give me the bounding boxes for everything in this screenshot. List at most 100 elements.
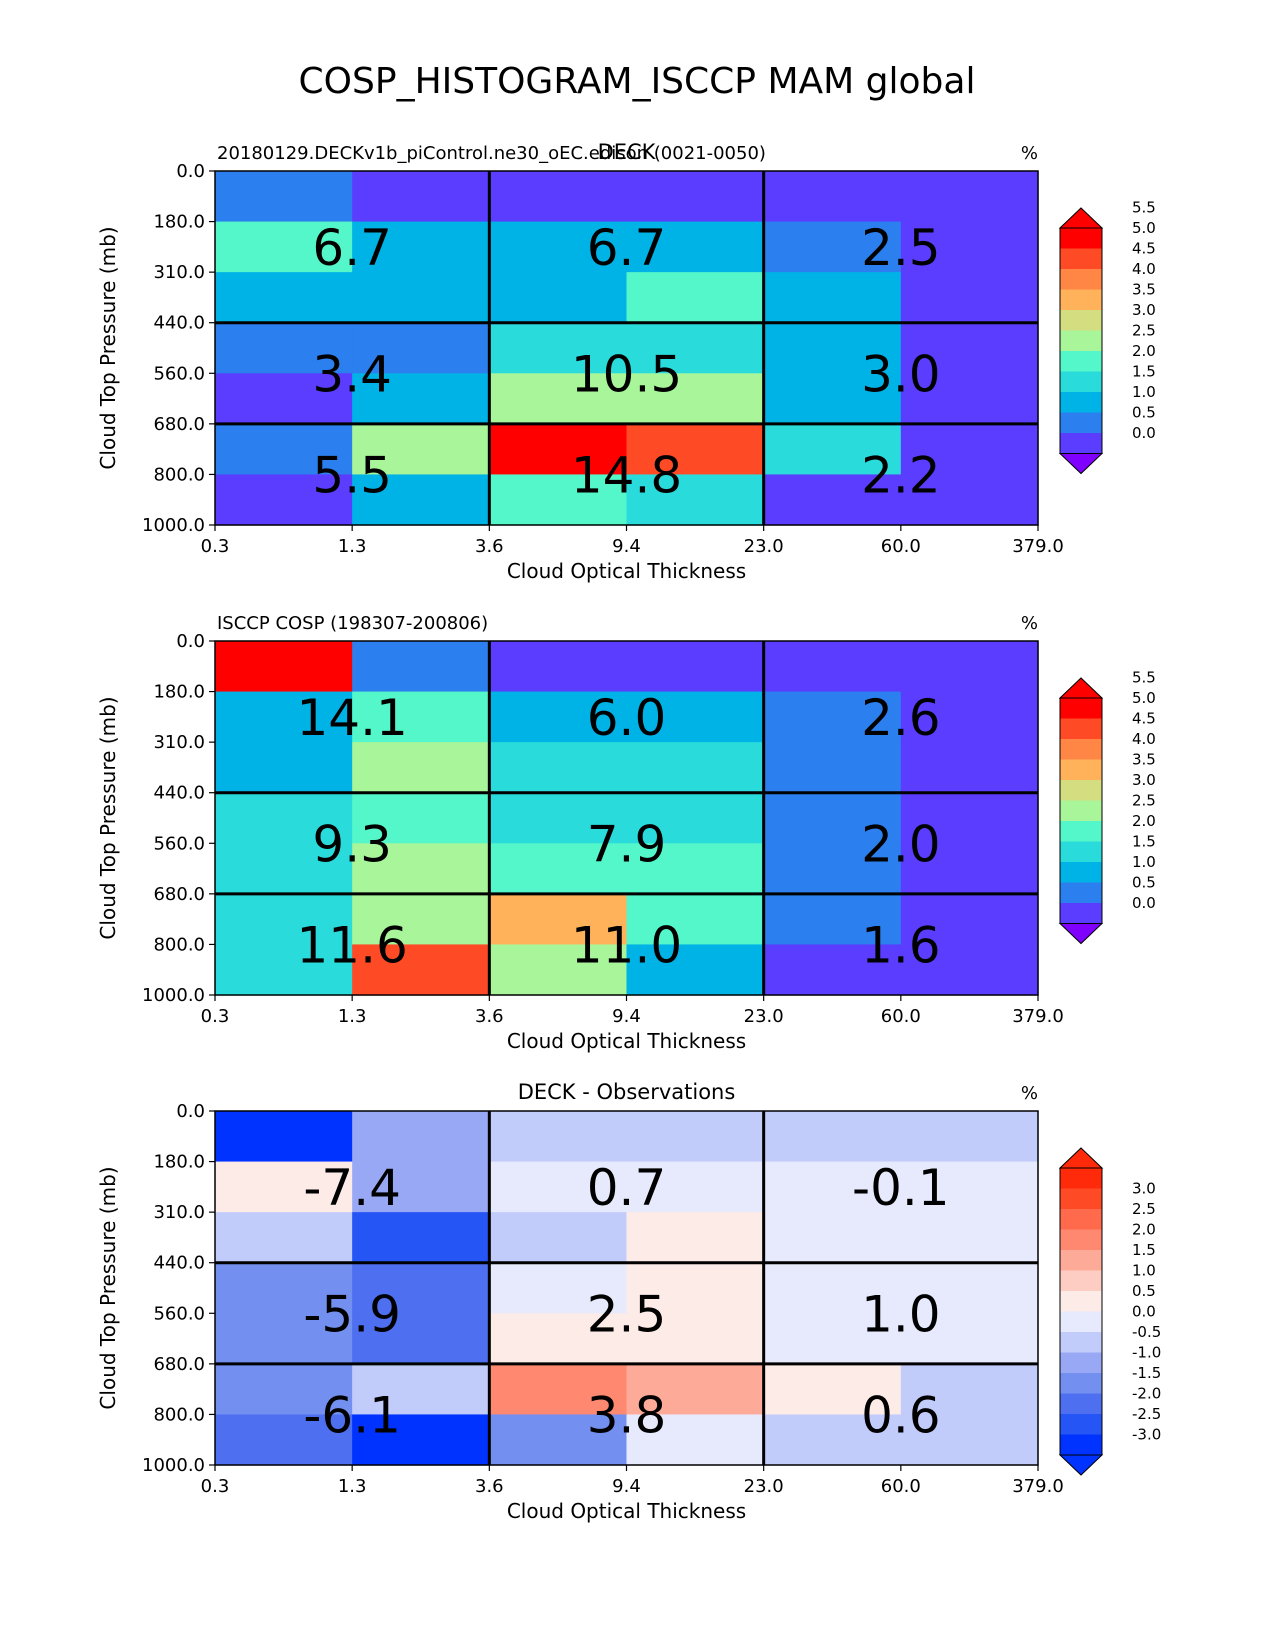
heatmap-cell <box>626 322 765 374</box>
box-total-label: 3.4 <box>312 345 392 403</box>
colorbar-tick-label: -0.5 <box>1132 1323 1161 1341</box>
colorbar-segment <box>1060 1188 1102 1210</box>
heatmap-cell <box>352 171 490 223</box>
heatmap-cell <box>489 1313 628 1365</box>
colorbar-tick-label: 2.0 <box>1132 342 1156 360</box>
colorbar-tick-label: 4.5 <box>1132 240 1156 258</box>
heatmap-cell <box>763 843 902 895</box>
box-total-label: -6.1 <box>303 1386 401 1444</box>
heatmap-cell <box>900 1414 1039 1466</box>
heatmap-cell <box>489 221 628 273</box>
heatmap-cell <box>626 893 765 946</box>
y-tick-label: 0.0 <box>176 161 205 182</box>
colorbar-segment <box>1060 412 1102 434</box>
colorbar-under-arrow <box>1058 453 1104 475</box>
colorbar-segment <box>1060 1250 1102 1271</box>
heatmap-cell <box>215 691 353 743</box>
heatmap-cell <box>215 944 353 996</box>
heatmap-cell <box>215 171 353 223</box>
y-tick-label: 0.0 <box>176 1101 205 1122</box>
heatmap-cell <box>352 792 490 844</box>
y-tick-label: 310.0 <box>153 262 205 283</box>
panel-subtitle: 20180129.DECKv1b_piControl.ne30_oEC.edis… <box>217 143 766 164</box>
x-tick-label: 9.4 <box>612 1476 641 1497</box>
box-total-label: 5.5 <box>312 446 392 504</box>
heatmap-cell <box>900 1212 1039 1264</box>
heatmap-cell <box>626 742 765 794</box>
colorbar-segment <box>1060 800 1102 822</box>
colorbar-segment <box>1060 269 1102 290</box>
x-tick-label: 23.0 <box>744 1006 784 1027</box>
heatmap-cell <box>352 474 490 526</box>
box-total-label: 14.8 <box>571 446 682 504</box>
x-tick-label: 3.6 <box>475 536 504 557</box>
colorbar-segment <box>1060 821 1102 842</box>
colorbar-under-arrow <box>1058 1454 1104 1476</box>
heatmap-cell <box>626 792 765 844</box>
heatmap-cell <box>352 1313 490 1365</box>
heatmap-cell <box>215 742 353 794</box>
colorbar-tick-label: 4.5 <box>1132 710 1156 728</box>
heatmap-cell <box>763 171 902 223</box>
colorbar-tick-label: 3.0 <box>1132 301 1156 319</box>
heatmap-cell <box>626 1161 765 1213</box>
x-tick-label: 1.3 <box>338 536 367 557</box>
colorbar-segment <box>1060 1168 1102 1189</box>
colorbar-segment <box>1060 228 1102 249</box>
y-tick-label: 180.0 <box>153 682 205 703</box>
heatmap-cell <box>489 893 628 946</box>
heatmap-cell <box>352 1161 490 1213</box>
heatmap-cell <box>489 641 628 693</box>
colorbar-tick-label: 5.0 <box>1132 219 1156 237</box>
heatmap-cell <box>626 944 765 996</box>
heatmap-cell <box>489 1414 628 1466</box>
y-tick-label: 800.0 <box>153 1404 205 1425</box>
y-tick-label: 440.0 <box>153 1253 205 1274</box>
heatmap-cell <box>900 373 1039 425</box>
colorbar-tick-label: 2.5 <box>1132 792 1156 810</box>
colorbar-tick-label: 5.5 <box>1132 199 1156 217</box>
y-tick-label: 560.0 <box>153 833 205 854</box>
heatmap-cell <box>900 272 1039 324</box>
box-total-label: 1.0 <box>861 1285 941 1343</box>
colorbar-segment <box>1060 1352 1102 1374</box>
heatmap-cell <box>763 944 902 996</box>
heatmap-cell <box>763 691 902 743</box>
y-axis-label: Cloud Top Pressure (mb) <box>96 696 120 939</box>
colorbar-segment <box>1060 903 1102 924</box>
colorbar-tick-label: 0.5 <box>1132 1282 1156 1300</box>
box-total-label: -7.4 <box>303 1159 401 1217</box>
box-total-label: 3.8 <box>587 1386 667 1444</box>
box-total-label: 10.5 <box>571 345 682 403</box>
colorbar-segment <box>1060 739 1102 760</box>
box-total-label: 9.3 <box>312 815 392 873</box>
y-tick-label: 1000.0 <box>142 515 205 536</box>
heatmap-cell <box>489 1262 628 1314</box>
colorbar-segment <box>1060 698 1102 719</box>
heatmap-cell <box>763 641 902 693</box>
x-tick-label: 1.3 <box>338 1006 367 1027</box>
heatmap-cell <box>763 1313 902 1365</box>
x-tick-label: 9.4 <box>612 536 641 557</box>
box-total-label: 6.7 <box>312 219 392 277</box>
heatmap-cell <box>489 423 628 476</box>
colorbar-segment <box>1060 371 1102 393</box>
colorbar-frame <box>1059 227 1103 454</box>
y-tick-label: 180.0 <box>153 212 205 233</box>
colorbar-over-arrow <box>1058 1147 1104 1169</box>
colorbar-over-arrow <box>1058 677 1104 699</box>
heatmap-cell <box>489 272 628 324</box>
heatmap-cell <box>352 641 490 693</box>
colorbar: 0.0 0.5 1.0 1.5 2.0 2.5 3.0 3.5 4.0 4.5 5.0 5.5 <box>1058 199 1156 475</box>
heatmap-cell <box>763 272 902 324</box>
colorbar-tick-label: -2.0 <box>1132 1385 1161 1403</box>
y-tick-label: 800.0 <box>153 464 205 485</box>
y-tick-label: 680.0 <box>153 884 205 905</box>
y-tick-label: 440.0 <box>153 313 205 334</box>
box-total-label: 2.2 <box>861 446 941 504</box>
heatmap-cell <box>489 1363 628 1416</box>
x-tick-label: 379.0 <box>1012 536 1064 557</box>
heatmap-cell <box>215 474 353 526</box>
heatmap-cell <box>626 1262 765 1314</box>
